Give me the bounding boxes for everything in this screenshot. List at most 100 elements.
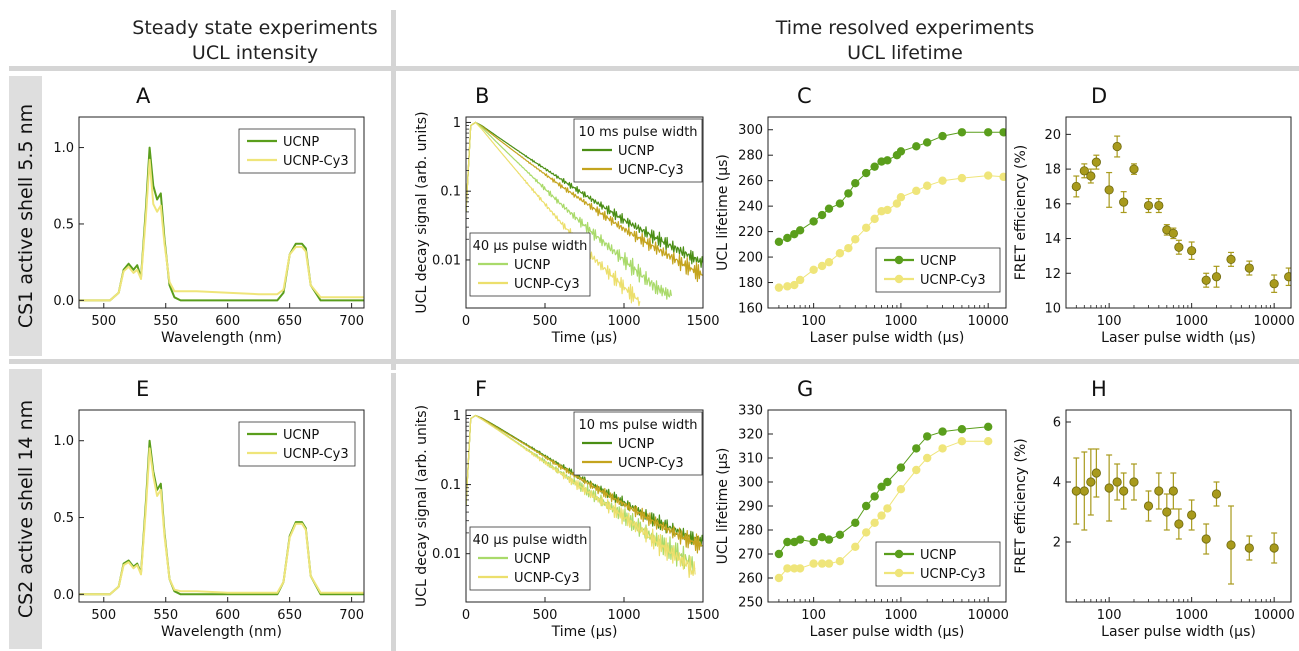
y-tick-label-g-3: 280: [738, 524, 763, 539]
data-point-d-0-16: [1226, 254, 1236, 264]
plot-frame-f: [465, 409, 704, 603]
legend-40us-f-entry-0: UCNP: [514, 552, 550, 567]
x-tick-label-e-3: 650: [277, 608, 302, 623]
row-label-cs1: CS1 active shell 5.5 nm: [9, 76, 42, 356]
y-tick-label-g-4: 290: [738, 500, 763, 515]
data-point-h-0-15: [1211, 489, 1222, 499]
data-point-h-0-9: [1154, 486, 1164, 496]
data-point-h-0-8: [1143, 501, 1154, 511]
x-tick-label-f-2: 1000: [607, 608, 640, 623]
left-header-line2: UCL intensity: [191, 42, 319, 64]
data-point-g-1-17: [957, 437, 967, 446]
data-point-c-1-7: [835, 249, 845, 258]
legend-e-entry-0: UCNP: [283, 428, 319, 443]
data-point-g-0-11: [877, 482, 886, 491]
legend-40us-b: 40 μs pulse width UCNP UCNP-Cy3: [469, 232, 591, 297]
data-point-c-0-19: [957, 128, 967, 137]
x-axis-label-h: Laser pulse width (μs): [1101, 624, 1256, 640]
legend-g-marker-1: [894, 568, 904, 578]
y-tick-label-g-6: 310: [738, 452, 763, 467]
y-tick-label-c-3: 220: [738, 225, 763, 240]
x-tick-label-b-2: 1000: [607, 314, 640, 329]
series-group-d: [1071, 135, 1291, 293]
data-point-g-0-6: [824, 535, 834, 544]
legend-40us-f-title: 40 μs pulse width: [473, 533, 588, 548]
legend-10ms-b-entry-1: UCNP-Cy3: [618, 163, 684, 178]
data-point-c-0-5: [817, 210, 827, 220]
series-line-b-0-ucnp: [466, 121, 703, 268]
y-tick-label-c-6: 280: [738, 149, 763, 164]
x-tick-label-a-4: 700: [339, 314, 364, 329]
data-point-d-0-12: [1174, 242, 1184, 252]
legend-10ms-f-title: 10 ms pulse width: [578, 418, 697, 433]
data-point-c-0-7: [835, 199, 845, 208]
legend-10ms-f-entry-1: UCNP-Cy3: [618, 456, 684, 471]
series-group-f: [466, 414, 703, 578]
data-point-c-0-18: [938, 131, 947, 141]
series-group-e: [79, 439, 364, 596]
legend-10ms-b: 10 ms pulse width UCNP UCNP-Cy3: [573, 118, 703, 183]
data-point-c-1-6: [824, 257, 834, 267]
x-tick-label-f-0: 0: [462, 608, 470, 623]
y-tick-label-c-2: 200: [738, 251, 763, 266]
data-point-g-0-14: [912, 444, 921, 453]
data-point-h-0-13: [1187, 510, 1197, 520]
legend-10ms-b-entry-0: UCNP: [618, 144, 654, 159]
panel-d: D 100 1000 10000 10 12 14 16 18 20 Laser pulse wid…: [1013, 84, 1295, 346]
data-point-c-1-20: [983, 171, 993, 180]
y-tick-label-d-2: 14: [1044, 232, 1061, 247]
row-divider-left-top: [9, 66, 391, 71]
data-point-c-0-6: [824, 204, 834, 213]
x-axis-label-e: Wavelength (nm): [161, 624, 282, 640]
legend-e-box: [238, 421, 356, 467]
panel-letter-a: A: [136, 84, 151, 108]
data-point-g-1-0: [774, 573, 784, 583]
legend-g-entry-1: UCNP-Cy3: [920, 567, 986, 582]
legend-40us-f: 40 μs pulse width UCNP UCNP-Cy3: [469, 526, 591, 591]
y-tick-label-c-5: 260: [738, 174, 763, 189]
panel-letter-f: F: [475, 377, 487, 401]
x-axis-label-b: Time (μs): [551, 330, 618, 346]
y-tick-label-e-0: 0.0: [53, 588, 74, 603]
series-line-e-1-ucnp-cy3: [79, 447, 364, 596]
x-tick-label-a-3: 650: [277, 314, 302, 329]
x-tick-label-a-0: 500: [91, 314, 116, 329]
series-group-a: [79, 146, 364, 302]
data-point-c-1-19: [957, 173, 967, 183]
legend-e: UCNP UCNP-Cy3: [238, 421, 356, 467]
data-point-h-0-7: [1129, 477, 1139, 487]
data-point-c-1-2: [790, 280, 799, 290]
series-line-f-3-ucnp-cy3: [466, 414, 696, 578]
data-point-c-0-9: [851, 179, 860, 188]
y-tick-label-g-1: 260: [738, 572, 763, 587]
legend-a-box: [238, 128, 356, 174]
data-point-g-1-12: [883, 504, 892, 513]
x-tick-label-d-0: 100: [1097, 314, 1122, 329]
y-axis-label-g: UCL lifetime (μs): [715, 448, 731, 565]
data-point-d-0-17: [1244, 263, 1254, 273]
data-point-h-0-17: [1244, 543, 1254, 553]
x-tick-label-c-0: 100: [801, 314, 826, 329]
data-point-c-0-13: [883, 156, 892, 165]
data-point-c-0-10: [861, 168, 871, 178]
data-point-g-0-18: [983, 422, 993, 431]
data-point-h-0-12: [1174, 519, 1184, 529]
y-tick-label-h-2: 6: [1053, 416, 1061, 431]
data-point-g-1-14: [912, 465, 921, 475]
data-point-g-1-15: [922, 453, 932, 463]
y-tick-label-e-1: 0.5: [53, 511, 74, 526]
data-point-g-0-15: [922, 432, 932, 441]
panel-letter-c: C: [797, 84, 812, 108]
right-header-line2: UCL lifetime: [847, 42, 963, 64]
panel-h: H 100 1000 10000 2 4 6 Laser pulse width (μs) FR…: [1013, 377, 1295, 640]
series-group-b: [466, 121, 703, 307]
data-point-c-0-16: [912, 142, 921, 151]
data-point-c-1-11: [870, 214, 879, 224]
y-tick-label-g-2: 270: [738, 548, 763, 563]
legend-g-entry-0: UCNP: [920, 548, 956, 563]
data-point-h-0-5: [1112, 477, 1122, 487]
x-tick-label-a-2: 600: [215, 314, 240, 329]
series-line-f-1-ucnp-cy3: [466, 414, 703, 554]
data-point-g-1-8: [851, 542, 860, 551]
data-point-g-0-8: [851, 518, 860, 527]
